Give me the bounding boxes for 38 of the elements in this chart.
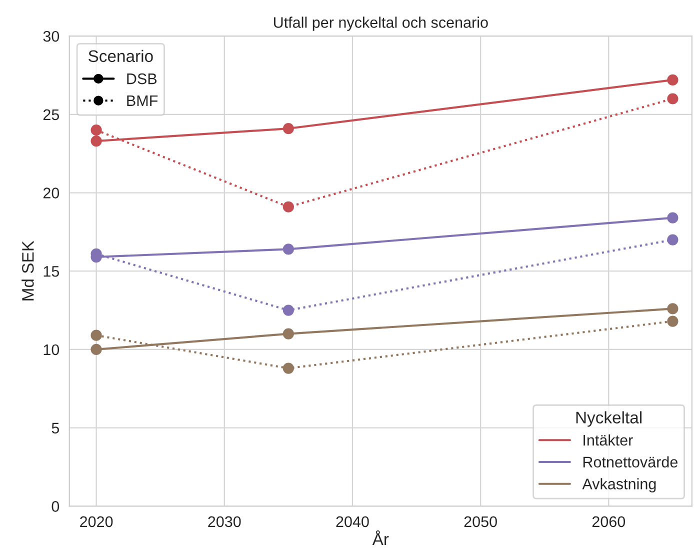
legend-label: Avkastning	[582, 478, 656, 492]
point	[667, 234, 678, 246]
x-tick-label: 2040	[336, 516, 369, 528]
x-tick-label: 2050	[464, 516, 497, 528]
legend-label: DSB	[127, 73, 157, 84]
x-axis-title: År	[372, 530, 389, 545]
y-tick-label: 5	[52, 422, 60, 434]
x-tick-label: 2060	[592, 516, 626, 528]
y-tick-label: 10	[44, 344, 60, 356]
point	[667, 303, 678, 314]
point	[667, 93, 678, 104]
point	[282, 328, 294, 340]
point	[90, 330, 102, 341]
point	[90, 344, 102, 356]
x-tick-label: 2020	[80, 516, 113, 528]
point	[282, 244, 294, 255]
point	[90, 124, 102, 136]
point	[667, 74, 678, 86]
point	[90, 136, 102, 147]
y-tick-label: 25	[43, 109, 60, 120]
y-axis-title: Md SEK	[22, 240, 34, 300]
point	[282, 362, 294, 374]
text: Nyckeltal	[576, 411, 642, 427]
y-tick-label: 0	[52, 501, 60, 512]
point	[282, 122, 294, 134]
legend-label: Rotnettovärde	[583, 456, 678, 468]
text: Scenario	[88, 50, 153, 62]
legend-label: BMF	[127, 95, 158, 106]
chart-title: Utfall per nyckeltal och scenario	[274, 16, 488, 31]
y-tick-label: 15	[44, 266, 60, 277]
point	[282, 201, 294, 212]
point	[667, 316, 678, 327]
y-tick-label: 20	[43, 188, 60, 198]
point	[667, 212, 678, 224]
x-tick-label: 2030	[208, 516, 241, 528]
y-tick-label: 30	[43, 30, 60, 42]
legend-label: Intäkter	[584, 434, 633, 446]
point	[282, 304, 294, 316]
